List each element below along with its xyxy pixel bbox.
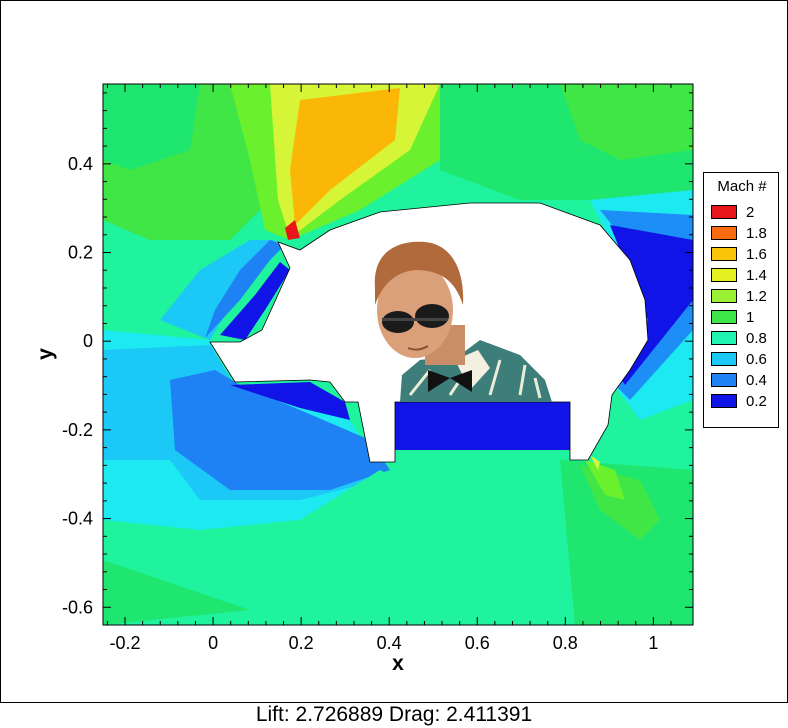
contour-region xyxy=(220,262,290,340)
legend-swatch xyxy=(711,352,737,366)
legend-label: 1.6 xyxy=(746,246,767,263)
y-tick-label: 0.4 xyxy=(68,154,93,174)
contour-region xyxy=(590,455,600,470)
x-tick-label: -0.2 xyxy=(109,633,140,653)
legend-swatch xyxy=(711,268,737,282)
contour-region xyxy=(560,460,693,625)
x-tick-label: 0.4 xyxy=(377,633,402,653)
contour-region xyxy=(170,370,390,490)
x-tick-label: 1 xyxy=(648,633,658,653)
legend-label: 1.8 xyxy=(746,225,767,242)
y-tick-label: -0.4 xyxy=(62,509,93,529)
x-tick-label: 0.6 xyxy=(465,633,490,653)
legend-swatch xyxy=(711,247,737,261)
contour-region xyxy=(103,84,200,170)
contour-region xyxy=(103,560,250,625)
contour-region xyxy=(585,460,625,500)
legend-label: 2 xyxy=(746,204,755,221)
contour-region xyxy=(103,470,470,625)
portrait-image xyxy=(374,241,552,402)
legend-swatch xyxy=(711,373,737,387)
contour-region xyxy=(560,84,693,160)
contour-region xyxy=(285,220,300,240)
legend-swatch xyxy=(711,331,737,345)
contour-region xyxy=(230,382,350,420)
y-tick-label: 0 xyxy=(83,331,93,351)
legend: Mach # 2 1.8 1.6 1.4 1.2 1 0.8 0.6 0.4 0.2 xyxy=(703,172,779,428)
lift-drag-readout: Lift: 2.726889 Drag: 2.411391 xyxy=(255,703,533,726)
contour-region xyxy=(420,460,600,625)
axis-tick-labels: -0.2 0 0.2 0.4 0.6 0.8 1 0.4 0.2 0 -0.2 -0.4 -0.6 xyxy=(62,154,658,653)
x-tick-label: 0.2 xyxy=(289,633,314,653)
legend-label: 0.4 xyxy=(746,372,767,389)
x-tick-label: 0 xyxy=(208,633,218,653)
y-tick-label: -0.2 xyxy=(62,420,93,440)
contour-field xyxy=(103,84,693,625)
legend-swatch xyxy=(711,226,737,240)
legend-swatch xyxy=(711,205,737,219)
legend-label: 0.6 xyxy=(746,351,767,368)
legend-label: 1.2 xyxy=(746,288,767,305)
legend-label: 1 xyxy=(746,309,755,326)
y-tick-label: 0.2 xyxy=(68,243,93,263)
legend-label: 0.2 xyxy=(746,393,767,410)
y-tick-label: -0.6 xyxy=(62,597,93,617)
axis-ticks xyxy=(103,84,693,626)
contour-region xyxy=(395,402,571,450)
mach-contour-chart: -0.2 0 0.2 0.4 0.6 0.8 10.40.20-0.2-0.4-0.6 x … xyxy=(34,83,694,675)
contour-region xyxy=(290,88,400,225)
plot-border xyxy=(102,83,694,626)
legend-title: Mach # xyxy=(717,178,767,195)
legend-label: 0.8 xyxy=(746,330,767,347)
y-axis-label: y xyxy=(34,348,57,360)
x-axis-label: x xyxy=(392,652,404,675)
contour-region xyxy=(205,240,285,338)
x-tick-label: 0.8 xyxy=(553,633,578,653)
legend-swatch xyxy=(711,289,737,303)
legend-swatch xyxy=(711,394,737,408)
legend-swatch xyxy=(711,310,737,324)
legend-label: 1.4 xyxy=(746,267,767,284)
